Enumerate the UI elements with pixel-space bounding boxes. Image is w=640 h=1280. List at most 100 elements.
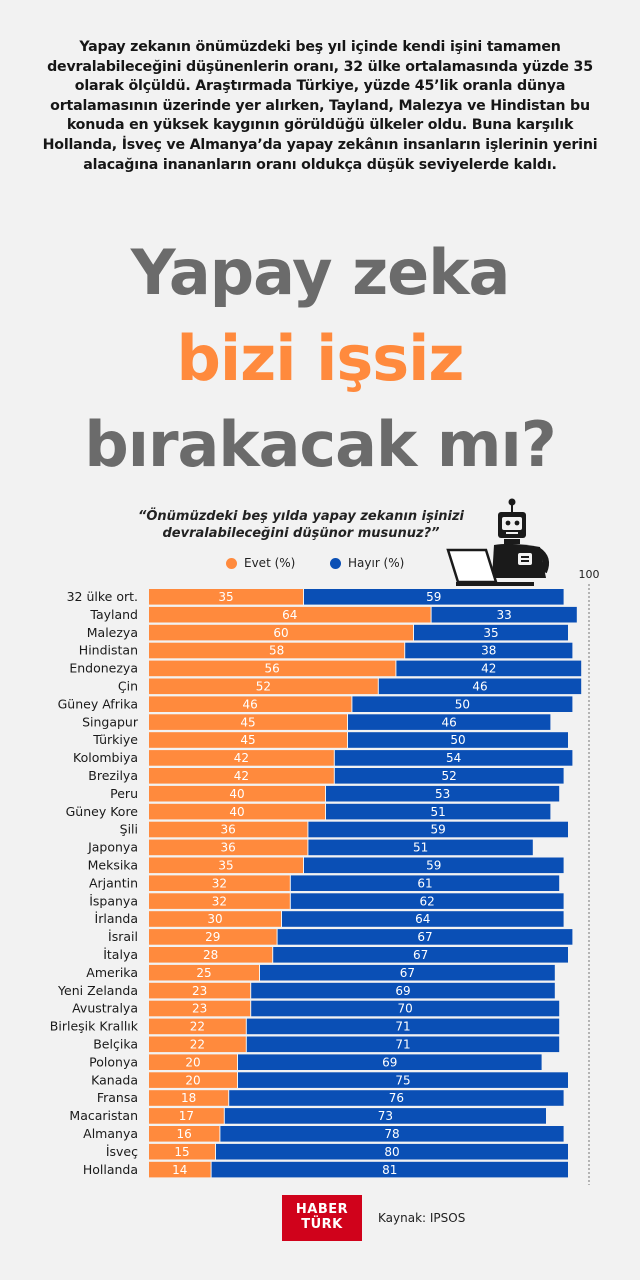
data-label-evet: 23 — [192, 984, 207, 998]
headline-line-3: bırakacak mı? — [84, 408, 556, 481]
data-label-hayir: 71 — [395, 1038, 410, 1052]
data-label-hayir: 78 — [384, 1127, 399, 1141]
bar-evet — [149, 1161, 211, 1178]
data-label-evet: 23 — [192, 1002, 207, 1016]
bar-evet — [149, 875, 290, 891]
bar-hayir — [326, 803, 551, 820]
category-label: Hindistan — [79, 643, 138, 658]
category-label: Şili — [120, 822, 138, 837]
bar-hayir — [405, 642, 573, 659]
bar-hayir — [251, 1000, 560, 1017]
data-label-evet: 40 — [229, 787, 244, 801]
category-label: Çin — [118, 679, 138, 694]
bar-hayir — [277, 929, 573, 945]
data-label-hayir: 64 — [415, 912, 430, 926]
axis-tick-label-100: 100 — [579, 568, 600, 581]
bar-evet — [149, 1072, 237, 1088]
data-label-evet: 22 — [190, 1020, 205, 1034]
category-label: Meksika — [88, 858, 138, 873]
bar-evet — [149, 714, 347, 730]
data-label-evet: 35 — [218, 859, 233, 873]
data-label-evet: 30 — [207, 912, 222, 926]
data-label-evet: 42 — [234, 769, 249, 783]
legend-label-hayir: Hayır (%) — [348, 556, 405, 570]
bar-evet — [149, 1126, 220, 1142]
bar-evet — [149, 857, 303, 874]
data-label-hayir: 59 — [426, 859, 441, 873]
data-label-evet: 20 — [185, 1055, 200, 1069]
bar-evet — [149, 750, 334, 766]
data-label-hayir: 46 — [442, 715, 457, 729]
bar-evet — [149, 893, 290, 909]
data-label-hayir: 61 — [417, 876, 432, 890]
data-label-hayir: 81 — [382, 1163, 397, 1177]
bar-hayir — [334, 768, 564, 784]
data-label-evet: 28 — [203, 948, 218, 962]
intro-paragraph: Yapay zekanın önümüzdeki beş yıl içinde … — [42, 39, 598, 173]
bar-evet — [149, 1054, 237, 1070]
data-label-hayir: 33 — [497, 608, 512, 622]
category-label: Singapur — [82, 714, 139, 729]
data-label-hayir: 71 — [395, 1020, 410, 1034]
data-label-hayir: 73 — [378, 1109, 393, 1123]
bar-hayir — [229, 1090, 564, 1106]
category-label: Tayland — [89, 607, 138, 622]
category-label: Japonya — [87, 840, 138, 855]
data-label-evet: 52 — [256, 680, 271, 694]
category-label: Güney Afrika — [58, 696, 138, 711]
data-label-evet: 29 — [205, 930, 220, 944]
category-label: 32 ülke ort. — [67, 589, 138, 604]
category-label: İtalya — [103, 947, 138, 962]
bar-evet — [149, 1108, 224, 1124]
bar-hayir — [308, 821, 568, 838]
bar-hayir — [260, 964, 555, 981]
data-label-hayir: 67 — [400, 966, 415, 980]
legend-item-evet: Evet (%) — [226, 556, 295, 570]
bar-hayir — [238, 1054, 542, 1070]
data-label-hayir: 50 — [450, 733, 465, 747]
category-label: Endonezya — [69, 661, 138, 676]
bar-evet — [149, 964, 259, 981]
bar-evet — [149, 589, 303, 605]
bar-hayir — [414, 624, 568, 641]
data-label-evet: 18 — [181, 1091, 196, 1105]
data-label-evet: 36 — [221, 841, 236, 855]
source-text: Kaynak: IPSOS — [378, 1211, 466, 1225]
category-label: Fransa — [97, 1090, 138, 1105]
bar-hayir — [216, 1143, 568, 1160]
data-label-hayir: 70 — [398, 1002, 413, 1016]
bar-hayir — [348, 714, 551, 730]
data-label-evet: 64 — [282, 608, 297, 622]
data-label-evet: 58 — [269, 644, 284, 658]
category-label: Kanada — [91, 1072, 138, 1087]
data-label-evet: 20 — [185, 1073, 200, 1087]
bar-evet — [149, 678, 378, 695]
category-label: Belçika — [93, 1037, 138, 1052]
bar-evet — [149, 606, 431, 623]
category-label: Türkiye — [92, 732, 138, 747]
data-label-evet: 36 — [221, 823, 236, 837]
bar-evet — [149, 821, 308, 838]
bar-evet — [149, 1018, 246, 1035]
data-label-hayir: 54 — [446, 751, 461, 765]
data-label-hayir: 38 — [481, 644, 496, 658]
chart-question: “Önümüzdeki beş yılda yapay zekanın işin… — [137, 509, 465, 541]
bar-hayir — [348, 732, 568, 748]
data-label-evet: 17 — [179, 1109, 194, 1123]
bar-evet — [149, 624, 413, 641]
bar-hayir — [431, 606, 577, 623]
bar-hayir — [251, 982, 555, 999]
bar-evet — [149, 696, 352, 712]
bar-hayir — [290, 893, 564, 909]
bar-hayir — [224, 1108, 547, 1124]
bar-hayir — [211, 1161, 568, 1178]
category-label: İsrail — [108, 929, 138, 944]
data-label-hayir: 52 — [442, 769, 457, 783]
data-label-hayir: 53 — [435, 787, 450, 801]
legend-swatch-hayir — [330, 557, 341, 569]
bar-evet — [149, 803, 325, 820]
bar-evet — [149, 768, 334, 784]
bar-hayir — [220, 1126, 564, 1142]
category-label: Polonya — [89, 1054, 138, 1069]
category-label: Malezya — [87, 625, 138, 640]
